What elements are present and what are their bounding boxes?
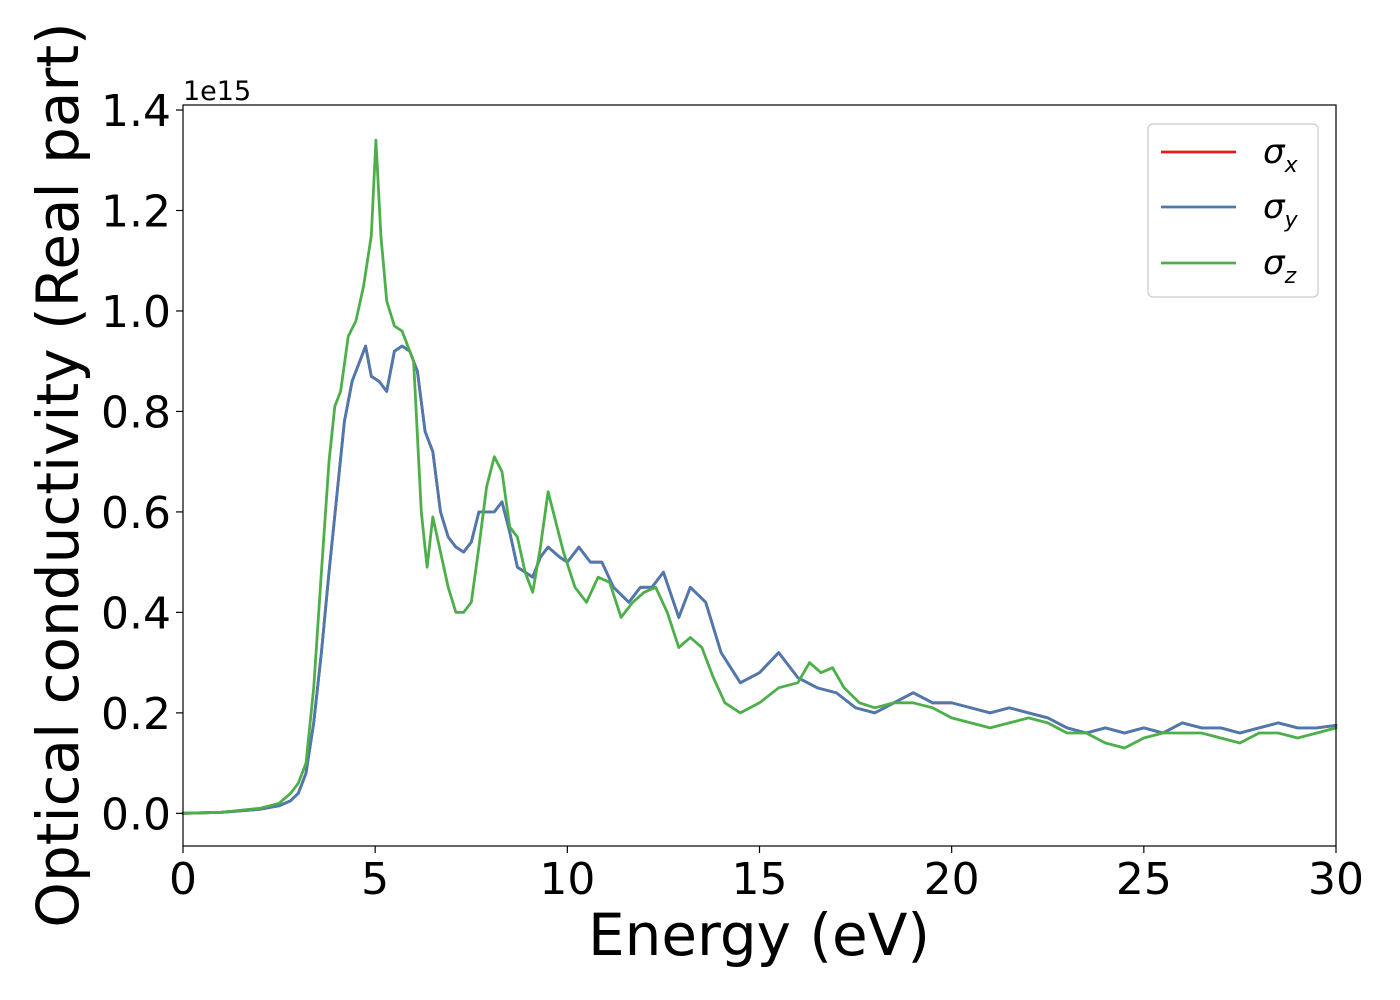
x-axis-label: Energy (eV): [588, 901, 930, 969]
y-tick-label: 0.8: [101, 387, 171, 438]
y-tick-label: 0.4: [101, 588, 171, 639]
legend: σx σy σz: [1147, 123, 1319, 298]
y-offset-label: 1e15: [183, 76, 251, 107]
y-axis-ticks: 0.0 0.2 0.4 0.6 0.8 1.0 1.2 1.4: [101, 86, 183, 840]
series-line-y: [181, 344, 1338, 815]
legend-label-z: σz: [1263, 243, 1297, 289]
y-axis-label: Optical conductivity (Real part): [24, 22, 92, 927]
y-tick-label: 0.6: [101, 488, 171, 539]
y-tick-label: 0.2: [101, 689, 171, 740]
x-tick-label: 10: [539, 854, 595, 905]
x-tick-label: 5: [361, 854, 389, 905]
legend-label-y: σy: [1263, 187, 1299, 233]
series-layer: [181, 138, 1338, 815]
legend-entries: σx σy σz: [1161, 132, 1299, 289]
y-tick-label: 1.0: [101, 287, 171, 338]
x-tick-label: 25: [1116, 854, 1172, 905]
y-tick-label: 0.0: [101, 789, 171, 840]
x-tick-label: 20: [924, 854, 980, 905]
x-axis-ticks: 0 5 10 15 20 25 30: [169, 846, 1364, 905]
y-tick-label: 1.2: [101, 186, 171, 237]
series-line-z: [181, 138, 1338, 815]
legend-box: [1147, 123, 1319, 298]
y-tick-label: 1.4: [101, 86, 171, 137]
x-tick-label: 30: [1308, 854, 1364, 905]
x-tick-label: 0: [169, 854, 197, 905]
legend-label-x: σx: [1263, 132, 1299, 178]
x-tick-label: 15: [732, 854, 788, 905]
